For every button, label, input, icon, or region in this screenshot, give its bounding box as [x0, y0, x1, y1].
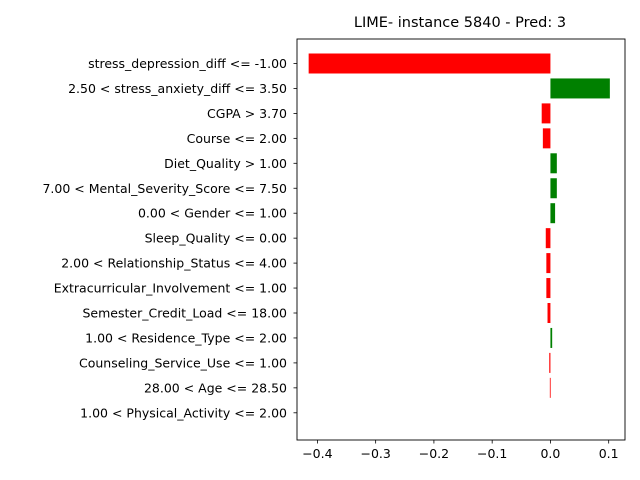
bar [550, 203, 556, 224]
y-tick-label: Course <= 2.00 [187, 131, 287, 146]
y-tick-label: Sleep_Quality <= 0.00 [145, 231, 287, 246]
y-tick-label: CGPA > 3.70 [207, 106, 287, 121]
x-tick-label: −0.4 [302, 446, 332, 461]
y-tick-label: Diet_Quality > 1.00 [164, 156, 287, 171]
x-tick-label: 0.1 [599, 446, 619, 461]
bar [550, 153, 557, 174]
plot-frame [296, 38, 626, 441]
bar [542, 128, 551, 149]
y-tick-labels: stress_depression_diff <= -1.00 2.50 < st… [42, 56, 297, 420]
bar [547, 303, 551, 323]
y-tick-label: 2.00 < Relationship_Status <= 4.00 [61, 256, 287, 271]
bar [545, 228, 551, 249]
bar [550, 178, 557, 199]
y-tick-label: 7.00 < Mental_Severity_Score <= 7.50 [42, 181, 287, 196]
y-tick-label: stress_depression_diff <= -1.00 [88, 56, 287, 71]
y-tick-label: Extracurricular_Involvement <= 1.00 [54, 281, 287, 296]
y-tick-label: 0.00 < Gender <= 1.00 [138, 206, 287, 221]
y-tick-label: Counseling_Service_Use <= 1.00 [79, 355, 287, 370]
y-tick-label: 1.00 < Residence_Type <= 2.00 [85, 330, 287, 345]
bar [546, 278, 551, 299]
bars-group [308, 53, 610, 398]
y-tick-label: 2.50 < stress_anxiety_diff <= 3.50 [68, 81, 287, 96]
bar [549, 352, 551, 373]
x-tick-label: 0.0 [540, 446, 560, 461]
bar [550, 78, 610, 99]
y-tick-label: Semester_Credit_Load <= 18.00 [83, 306, 288, 321]
chart-title: LIME- instance 5840 - Pred: 3 [354, 15, 566, 31]
bar [549, 377, 551, 398]
y-tick-label: 28.00 < Age <= 28.50 [144, 380, 287, 395]
x-ticks: −0.4 −0.3 −0.2 −0.1 0.0 0.1 [302, 440, 619, 461]
x-tick-label: −0.3 [360, 446, 390, 461]
bar [541, 103, 551, 124]
y-tick-label: 1.00 < Physical_Activity <= 2.00 [80, 405, 287, 420]
bar [546, 253, 551, 274]
x-tick-label: −0.1 [477, 446, 507, 461]
bar [308, 53, 551, 74]
bar [550, 327, 553, 348]
x-tick-label: −0.2 [419, 446, 449, 461]
